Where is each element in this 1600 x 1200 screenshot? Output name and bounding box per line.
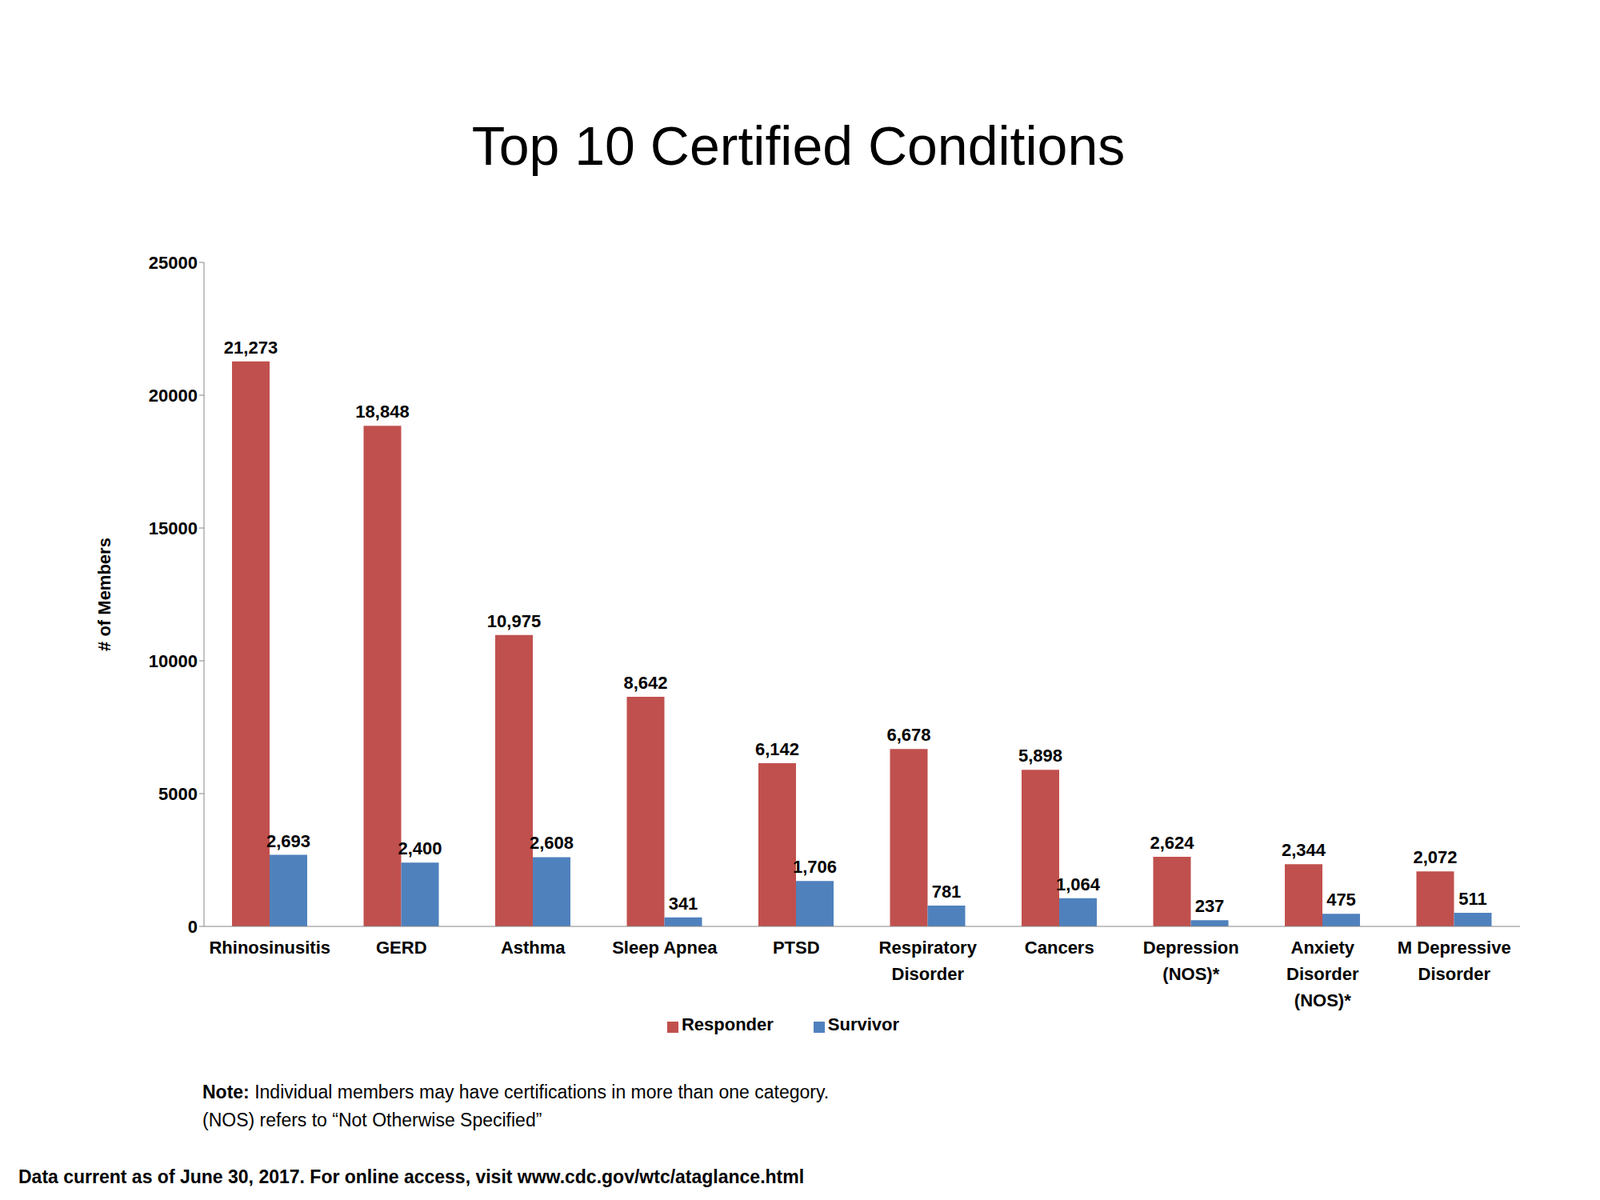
svg-text:1,706: 1,706 [792,856,837,877]
svg-text:2,400: 2,400 [397,838,442,859]
svg-text:2,624: 2,624 [1149,832,1195,853]
svg-text:2,072: 2,072 [1412,847,1457,868]
svg-text:18,848: 18,848 [355,401,409,422]
svg-text:2,693: 2,693 [266,831,311,852]
svg-text:20000: 20000 [148,385,198,406]
svg-text:10000: 10000 [148,651,198,672]
html-text:Data current as of June 30, 20: Data current as of June 30, 2017. For on… [18,1166,805,1188]
svg-text:1,064: 1,064 [1056,874,1101,895]
svg-text:6,142: 6,142 [755,739,800,760]
svg-text:0: 0 [188,916,198,937]
svg-text:511: 511 [1458,888,1488,909]
svg-text:15000: 15000 [148,518,198,539]
svg-text:Asthma: Asthma [500,937,566,958]
html-text:Responder: Responder [681,1014,774,1035]
html-text:Top 10 Certified Conditions: Top 10 Certified Conditions [471,115,1125,176]
svg-text:5,898: 5,898 [1018,745,1063,766]
svg-text:PTSD: PTSD [772,937,820,958]
html-text:(NOS) refers to “Not Otherwise: (NOS) refers to “Not Otherwise Specified… [202,1109,542,1131]
svg-text:AnxietyDisorder(NOS)*: AnxietyDisorder(NOS)* [1286,937,1360,1011]
svg-text:M DepressiveDisorder: M DepressiveDisorder [1397,937,1512,984]
svg-text:2,608: 2,608 [529,832,574,853]
html-text:Survivor: Survivor [827,1014,900,1035]
svg-text:2,344: 2,344 [1281,840,1327,860]
svg-text:10,975: 10,975 [487,611,541,632]
svg-text:25000: 25000 [148,252,198,273]
svg-text:237: 237 [1195,896,1225,916]
svg-text:GERD: GERD [376,937,428,958]
svg-text:Cancers: Cancers [1024,937,1095,958]
svg-text:Sleep Apnea: Sleep Apnea [612,937,718,958]
svg-text:6,678: 6,678 [886,724,931,745]
html-text:Note: Individual members may h: Note: Individual members may have certif… [202,1081,829,1103]
svg-text:475: 475 [1326,889,1356,910]
svg-text:RespiratoryDisorder: RespiratoryDisorder [879,937,978,984]
svg-text:8,642: 8,642 [623,672,668,693]
svg-text:5000: 5000 [158,784,198,804]
svg-text:21,273: 21,273 [224,337,278,358]
svg-text:Rhinosinusitis: Rhinosinusitis [208,937,331,958]
svg-text:Depression(NOS)*: Depression(NOS)* [1143,937,1240,984]
svg-text:341: 341 [668,893,699,914]
svg-text:781: 781 [932,881,962,902]
svg-text:# of Members: # of Members [94,537,115,652]
